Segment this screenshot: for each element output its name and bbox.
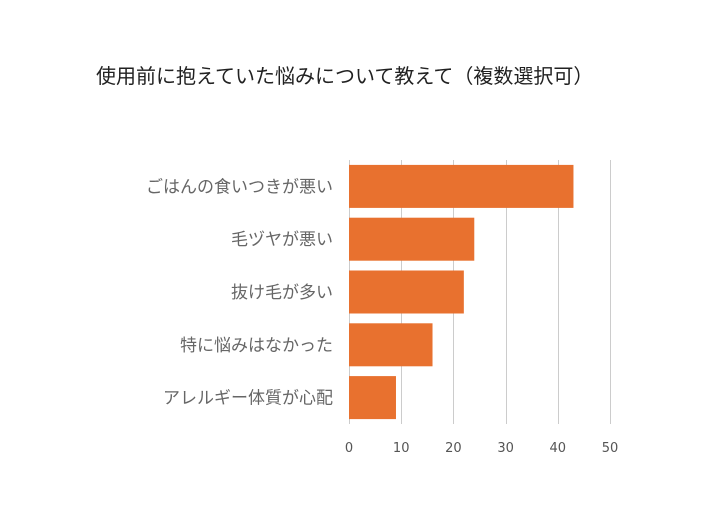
x-axis-tick-labels: 0 10 20 30 40 50 [345,441,618,456]
x-tick-label: 50 [602,441,619,456]
bar [349,164,574,208]
bars [349,164,574,420]
category-labels: ごはんの食いつきが悪い毛ヅヤが悪い抜け毛が多い特に悩みはなかったアレルギー体質が… [146,177,333,408]
category-label: 特に悩みはなかった [180,336,333,356]
x-tick-label: 30 [497,441,514,456]
bar [349,270,464,314]
bar [349,217,475,261]
chart-title: 使用前に抱えていた悩みについて教えて（複数選択可） [96,64,594,88]
category-label: 抜け毛が多い [231,283,333,303]
category-label: アレルギー体質が心配 [163,389,333,409]
x-tick-label: 20 [445,441,462,456]
x-tick-label: 0 [345,441,353,456]
x-tick-label: 10 [393,441,410,456]
category-label: 毛ヅヤが悪い [231,230,333,250]
bar [349,323,433,367]
category-label: ごはんの食いつきが悪い [146,177,333,197]
bar [349,376,396,420]
x-tick-label: 40 [550,441,567,456]
